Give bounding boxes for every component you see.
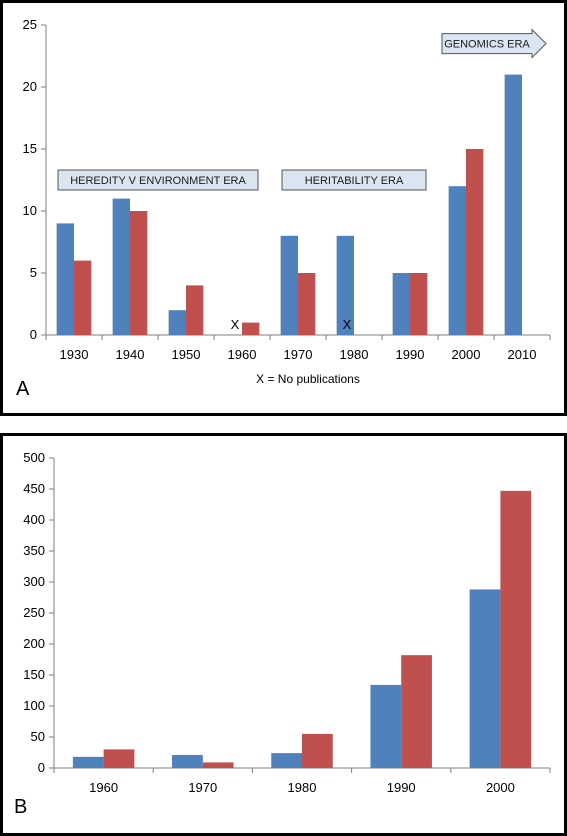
panel-label-a: A bbox=[16, 378, 30, 400]
era-label: HEREDITY V ENVIRONMENT ERA bbox=[70, 175, 246, 187]
bar-series-2-1960 bbox=[103, 749, 135, 768]
panel-label-b: B bbox=[14, 796, 27, 818]
x-tick-label: 1930 bbox=[60, 347, 89, 362]
chart-b-svg: 0 50 100 150 200 250 300 350 400 450 500 1960 1970 19… bbox=[14, 450, 551, 818]
chart-panel-a: 0 5 10 15 20 25 1930 1940 1950 1960 1970 1980 1990 20… bbox=[0, 0, 567, 416]
no-publications-marker: X bbox=[231, 317, 240, 332]
chart-panel-b: 0 50 100 150 200 250 300 350 400 450 500 1960 1970 19… bbox=[0, 433, 567, 836]
bar-series-2-1980 bbox=[302, 733, 333, 768]
bar-series-1-1950 bbox=[168, 310, 186, 335]
x-tick-label: 2000 bbox=[452, 347, 481, 362]
bar-series-1-1990 bbox=[392, 273, 410, 335]
y-tick-label: 10 bbox=[23, 203, 37, 218]
x-tick-label: 1980 bbox=[288, 780, 317, 795]
era-box bbox=[281, 169, 427, 191]
x-tick-label: 1970 bbox=[284, 347, 313, 362]
no-publications-marker: X bbox=[343, 317, 352, 332]
x-tick-label: 1960 bbox=[89, 780, 118, 795]
y-tick-label: 15 bbox=[23, 141, 37, 156]
no-publications-note: X = No publications bbox=[256, 372, 360, 386]
bar-series-2-1970 bbox=[202, 762, 234, 768]
x-tick-label: 1960 bbox=[228, 347, 257, 362]
bar-series-1-1970 bbox=[172, 754, 203, 768]
y-tick-label: 200 bbox=[23, 636, 45, 651]
y-tick-label: 250 bbox=[23, 605, 45, 620]
x-tick-label: 1970 bbox=[188, 780, 217, 795]
bar-series-1-1940 bbox=[112, 198, 130, 335]
x-tick-label: 2000 bbox=[486, 780, 515, 795]
bar-series-2-1930 bbox=[74, 260, 92, 335]
era-label: GENOMICS ERA bbox=[444, 39, 530, 51]
bar-series-1-1980 bbox=[336, 235, 354, 335]
bar-series-2-1970 bbox=[298, 273, 316, 335]
bar-series-1-2010 bbox=[504, 74, 522, 335]
bar-series-1-1930 bbox=[56, 223, 74, 335]
bar-series-1-1990 bbox=[370, 684, 402, 768]
chart-a-svg: 0 5 10 15 20 25 1930 1940 1950 1960 1970 1980 1990 20… bbox=[16, 17, 551, 400]
y-tick-label: 0 bbox=[38, 760, 45, 775]
bar-series-1-1980 bbox=[271, 753, 302, 768]
x-tick-label: 1980 bbox=[340, 347, 369, 362]
bar-series-2-1990 bbox=[401, 655, 432, 768]
y-tick-label: 350 bbox=[23, 543, 45, 558]
y-tick-label: 450 bbox=[23, 481, 45, 496]
y-tick-label: 500 bbox=[23, 450, 45, 465]
x-tick-label: 1950 bbox=[172, 347, 201, 362]
x-tick-label: 1990 bbox=[396, 347, 425, 362]
bar-series-1-2000 bbox=[448, 186, 466, 335]
y-tick-label: 5 bbox=[30, 265, 37, 280]
era-box bbox=[57, 169, 259, 191]
y-tick-label: 0 bbox=[30, 327, 37, 342]
y-tick-label: 300 bbox=[23, 574, 45, 589]
bar-series-2-1990 bbox=[410, 273, 428, 335]
y-tick-label: 50 bbox=[31, 729, 45, 744]
bar-series-1-1970 bbox=[280, 235, 298, 335]
bar-series-1-2000 bbox=[469, 589, 501, 768]
era-label: HERITABILITY ERA bbox=[305, 175, 404, 187]
genomics-era-arrow bbox=[441, 28, 547, 59]
bar-series-2-2000 bbox=[500, 490, 532, 768]
y-tick-label: 20 bbox=[23, 79, 37, 94]
bar-series-2-1940 bbox=[130, 211, 148, 335]
bar-series-1-1960 bbox=[72, 756, 104, 768]
x-tick-label: 1940 bbox=[116, 347, 145, 362]
x-tick-label: 2010 bbox=[508, 347, 537, 362]
bar-series-2-1950 bbox=[186, 285, 204, 335]
y-tick-label: 100 bbox=[23, 698, 45, 713]
y-tick-label: 400 bbox=[23, 512, 45, 527]
y-tick-label: 150 bbox=[23, 667, 45, 682]
bar-series-2-2000 bbox=[466, 149, 484, 335]
bar-series-2-1960 bbox=[242, 322, 260, 335]
y-tick-label: 25 bbox=[23, 17, 37, 32]
x-tick-label: 1990 bbox=[387, 780, 416, 795]
